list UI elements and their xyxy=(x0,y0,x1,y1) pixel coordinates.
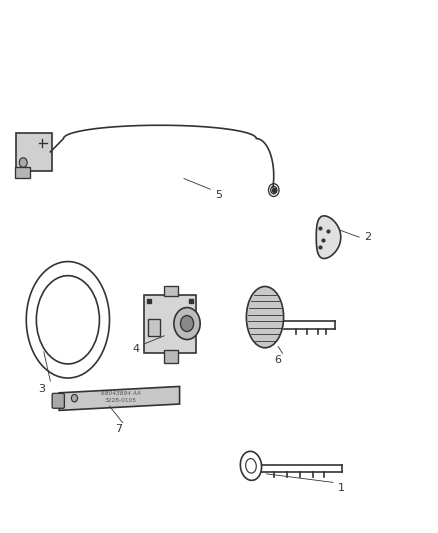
Text: 1: 1 xyxy=(338,483,345,492)
Polygon shape xyxy=(316,216,341,259)
FancyBboxPatch shape xyxy=(164,350,178,363)
Polygon shape xyxy=(59,386,180,410)
FancyBboxPatch shape xyxy=(148,319,160,336)
FancyBboxPatch shape xyxy=(15,167,30,178)
Text: 6: 6 xyxy=(275,355,282,365)
Circle shape xyxy=(180,316,194,332)
Text: 5: 5 xyxy=(215,190,223,199)
Ellipse shape xyxy=(36,276,99,364)
Ellipse shape xyxy=(246,458,256,473)
Circle shape xyxy=(174,308,200,340)
Ellipse shape xyxy=(26,262,110,378)
Circle shape xyxy=(19,158,27,167)
Text: 3: 3 xyxy=(38,384,45,394)
Text: 3228-0105: 3228-0105 xyxy=(104,398,137,403)
FancyBboxPatch shape xyxy=(144,295,196,353)
Text: 2: 2 xyxy=(364,232,371,242)
Text: 4: 4 xyxy=(132,344,139,354)
FancyBboxPatch shape xyxy=(164,286,178,296)
Text: 7: 7 xyxy=(115,424,122,434)
Text: 68043894 AA: 68043894 AA xyxy=(100,391,141,397)
Ellipse shape xyxy=(246,287,284,348)
FancyBboxPatch shape xyxy=(16,133,52,171)
Ellipse shape xyxy=(240,451,261,480)
Circle shape xyxy=(71,394,78,402)
FancyBboxPatch shape xyxy=(52,393,64,408)
